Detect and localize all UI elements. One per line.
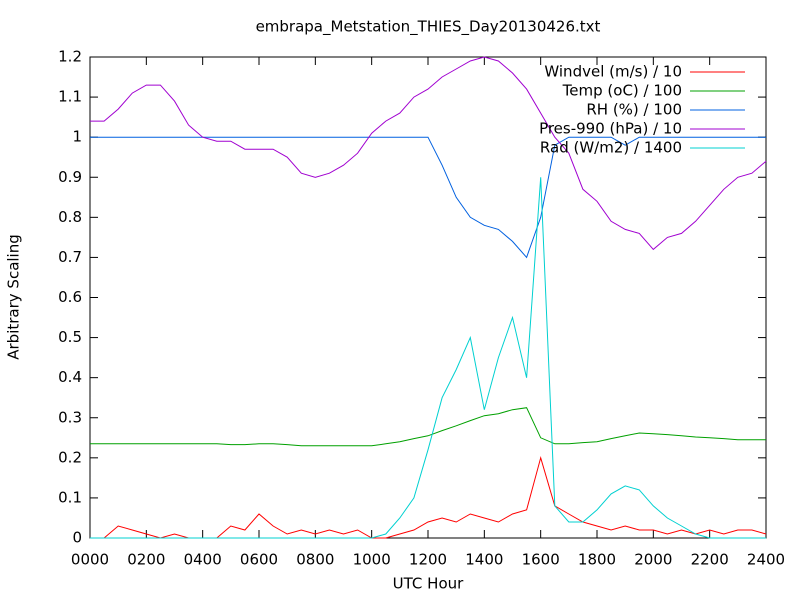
y-tick-label: 0.4 xyxy=(58,368,82,386)
y-tick-label: 0 xyxy=(72,529,82,547)
y-tick-label: 0.1 xyxy=(58,488,82,506)
series-line xyxy=(90,56,767,251)
legend-label: Pres-990 (hPa) / 10 xyxy=(539,120,682,138)
y-tick-label: 0.5 xyxy=(58,328,82,346)
legend-label: Rad (W/m2) / 1400 xyxy=(540,139,682,157)
chart-title: embrapa_Metstation_THIES_Day20130426.txt xyxy=(256,18,601,37)
y-tick-label: 1.2 xyxy=(58,48,82,66)
x-tick-label: 2000 xyxy=(634,551,672,569)
y-axis-label: Arbitrary Scaling xyxy=(5,234,23,360)
y-tick-label: 0.8 xyxy=(58,208,82,226)
x-tick-label: 0600 xyxy=(240,551,278,569)
legend-label: Windvel (m/s) / 10 xyxy=(544,63,682,81)
series-line xyxy=(90,407,766,447)
x-tick-label: 2400 xyxy=(747,551,785,569)
y-tick-label: 0.3 xyxy=(58,408,82,426)
x-tick-label: 0800 xyxy=(296,551,334,569)
x-tick-label: 1600 xyxy=(522,551,560,569)
legend-label: RH (%) / 100 xyxy=(586,101,682,119)
x-tick-label: 1400 xyxy=(465,551,503,569)
x-tick-label: 0200 xyxy=(127,551,165,569)
y-tick-label: 1.1 xyxy=(58,88,82,106)
x-axis-label: UTC Hour xyxy=(393,575,464,593)
y-tick-label: 0.2 xyxy=(58,448,82,466)
x-tick-label: 1200 xyxy=(409,551,447,569)
y-tick-label: 1 xyxy=(72,128,82,146)
x-tick-label: 0400 xyxy=(184,551,222,569)
series-line xyxy=(90,455,767,539)
x-tick-label: 2200 xyxy=(691,551,729,569)
x-tick-label: 0000 xyxy=(71,551,109,569)
y-tick-label: 0.6 xyxy=(58,288,82,306)
y-tick-label: 0.7 xyxy=(58,248,82,266)
series-line xyxy=(90,177,766,539)
y-tick-label: 0.9 xyxy=(58,168,82,186)
x-tick-label: 1000 xyxy=(353,551,391,569)
legend-label: Temp (oC) / 100 xyxy=(562,82,682,100)
x-tick-label: 1800 xyxy=(578,551,616,569)
